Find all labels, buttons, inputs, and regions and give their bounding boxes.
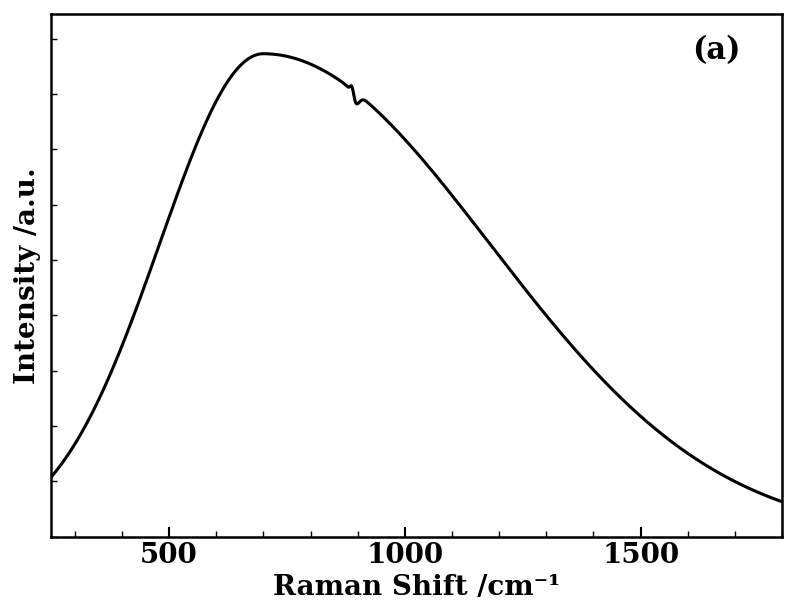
Text: (a): (a): [692, 35, 740, 66]
Y-axis label: Intensity /a.u.: Intensity /a.u.: [14, 167, 41, 384]
X-axis label: Raman Shift /cm⁻¹: Raman Shift /cm⁻¹: [273, 574, 560, 601]
